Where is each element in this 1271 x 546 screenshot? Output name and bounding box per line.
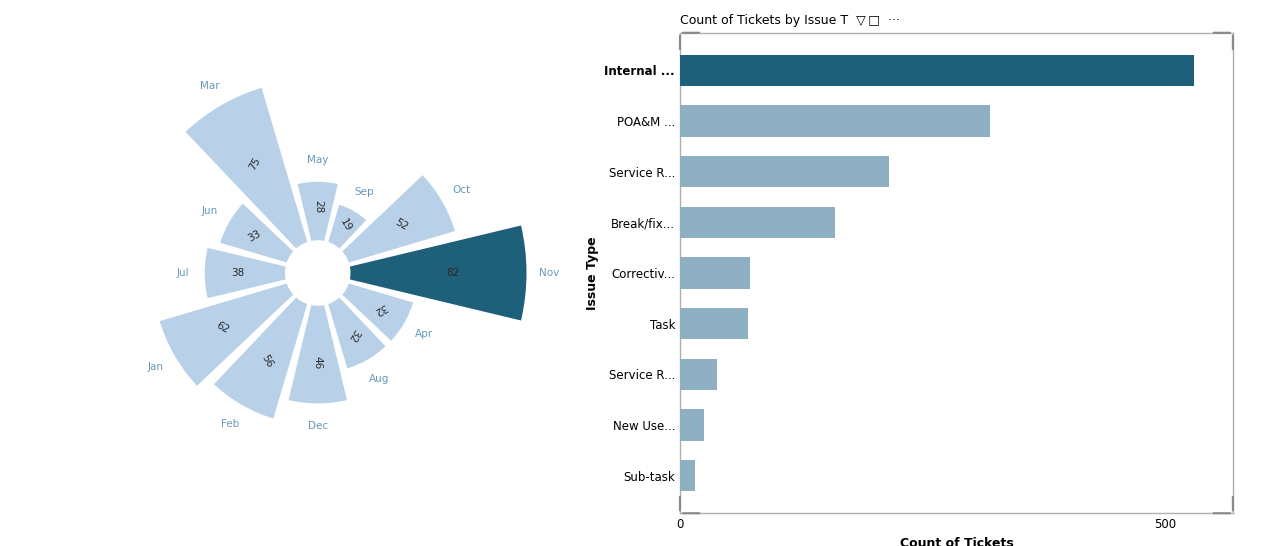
Bar	[327, 203, 367, 250]
Text: Feb: Feb	[221, 419, 240, 429]
Bar	[287, 304, 348, 405]
Text: 62: 62	[215, 321, 231, 336]
Bar	[219, 202, 295, 264]
Text: Mar: Mar	[200, 81, 220, 91]
Bar	[203, 246, 287, 300]
Text: Sep: Sep	[355, 187, 375, 197]
Text: Oct: Oct	[452, 185, 470, 195]
Text: Jan: Jan	[147, 362, 164, 372]
Text: Count of Tickets by Issue T  ▽ □  ···: Count of Tickets by Issue T ▽ □ ···	[680, 14, 900, 27]
Bar	[212, 296, 309, 420]
Text: 38: 38	[231, 268, 245, 278]
X-axis label: Count of Tickets: Count of Tickets	[900, 537, 1013, 546]
Text: 75: 75	[247, 156, 262, 172]
Text: Apr: Apr	[414, 329, 432, 339]
Bar	[184, 86, 309, 250]
Bar	[680, 359, 717, 390]
Bar	[680, 156, 888, 187]
Text: Dec: Dec	[308, 420, 328, 431]
Text: May: May	[308, 155, 328, 164]
Polygon shape	[286, 241, 350, 305]
Text: 19: 19	[338, 217, 353, 233]
Bar	[327, 296, 388, 370]
Bar	[348, 224, 527, 322]
Text: 33: 33	[247, 229, 263, 244]
Bar	[680, 410, 704, 441]
Y-axis label: Issue Type: Issue Type	[586, 236, 599, 310]
Text: Nov: Nov	[539, 268, 559, 278]
Text: Jul: Jul	[177, 268, 189, 278]
Bar	[680, 55, 1193, 86]
Text: 28: 28	[313, 199, 323, 213]
Text: 32: 32	[346, 327, 361, 343]
Bar	[341, 174, 456, 264]
Text: 46: 46	[313, 356, 323, 369]
Bar	[158, 282, 295, 388]
Bar	[680, 105, 990, 136]
Bar	[680, 257, 750, 289]
Text: 32: 32	[372, 301, 388, 317]
Bar	[680, 460, 694, 491]
Bar	[296, 181, 339, 242]
Text: 56: 56	[259, 353, 275, 370]
Bar	[680, 308, 747, 340]
Text: Aug: Aug	[369, 374, 389, 384]
Text: 52: 52	[394, 217, 411, 232]
Text: Jun: Jun	[202, 206, 219, 216]
Bar	[680, 206, 835, 238]
Bar	[341, 282, 414, 343]
Text: 82: 82	[446, 268, 459, 278]
